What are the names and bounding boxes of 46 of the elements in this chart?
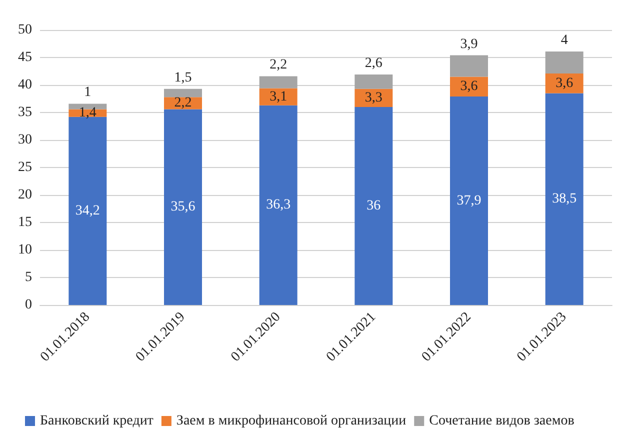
- data-label: 2,2: [174, 96, 192, 111]
- data-label: 2,6: [364, 56, 382, 72]
- y-tick-label: 25: [18, 160, 32, 175]
- data-label: 36: [366, 198, 381, 214]
- data-label: 3,6: [460, 79, 478, 94]
- bar: [68, 116, 107, 305]
- data-label: 2,2: [270, 58, 288, 73]
- y-tick-label: 45: [18, 50, 32, 65]
- y-tick-label: 30: [18, 132, 32, 148]
- bar: [164, 109, 202, 305]
- bar: [164, 88, 202, 98]
- bar: [545, 73, 584, 94]
- y-tick-label: 15: [18, 215, 32, 230]
- data-label: 3,9: [460, 36, 478, 52]
- bar: [259, 105, 298, 305]
- data-label: 34,2: [75, 203, 100, 218]
- y-tick-label: 5: [25, 270, 32, 285]
- data-label: 36,3: [266, 198, 291, 213]
- bar: [545, 93, 584, 305]
- bar: [450, 96, 488, 305]
- y-tick-label: 0: [25, 298, 32, 312]
- y-tick-label: 50: [18, 22, 32, 38]
- data-label: 1,5: [174, 70, 192, 86]
- data-label: 1,4: [78, 106, 96, 121]
- y-tick-label: 20: [18, 188, 32, 202]
- bar: [545, 51, 584, 74]
- bar: [354, 88, 393, 107]
- data-label: 38,5: [552, 192, 577, 207]
- y-tick-label: 40: [18, 78, 32, 92]
- data-label: 3,1: [270, 89, 288, 104]
- data-label: 3,6: [556, 76, 574, 91]
- data-label: 4: [560, 32, 568, 48]
- bar: [259, 76, 298, 88]
- data-label: 37,9: [456, 193, 482, 208]
- legend-label: Сочетание видов заемов: [429, 414, 575, 428]
- y-tick-label: 10: [18, 242, 32, 258]
- data-label: 3,3: [364, 90, 382, 106]
- bar: [259, 88, 298, 106]
- legend-label: Заем в микрофинансовой организации: [176, 414, 407, 428]
- y-tick-label: 35: [18, 105, 32, 120]
- bar: [354, 107, 393, 305]
- bar: [354, 74, 393, 89]
- legend-label: Банковский кредит: [40, 414, 154, 428]
- data-label: 1: [84, 85, 92, 100]
- bar: [450, 55, 488, 77]
- data-label: 35,6: [170, 200, 196, 215]
